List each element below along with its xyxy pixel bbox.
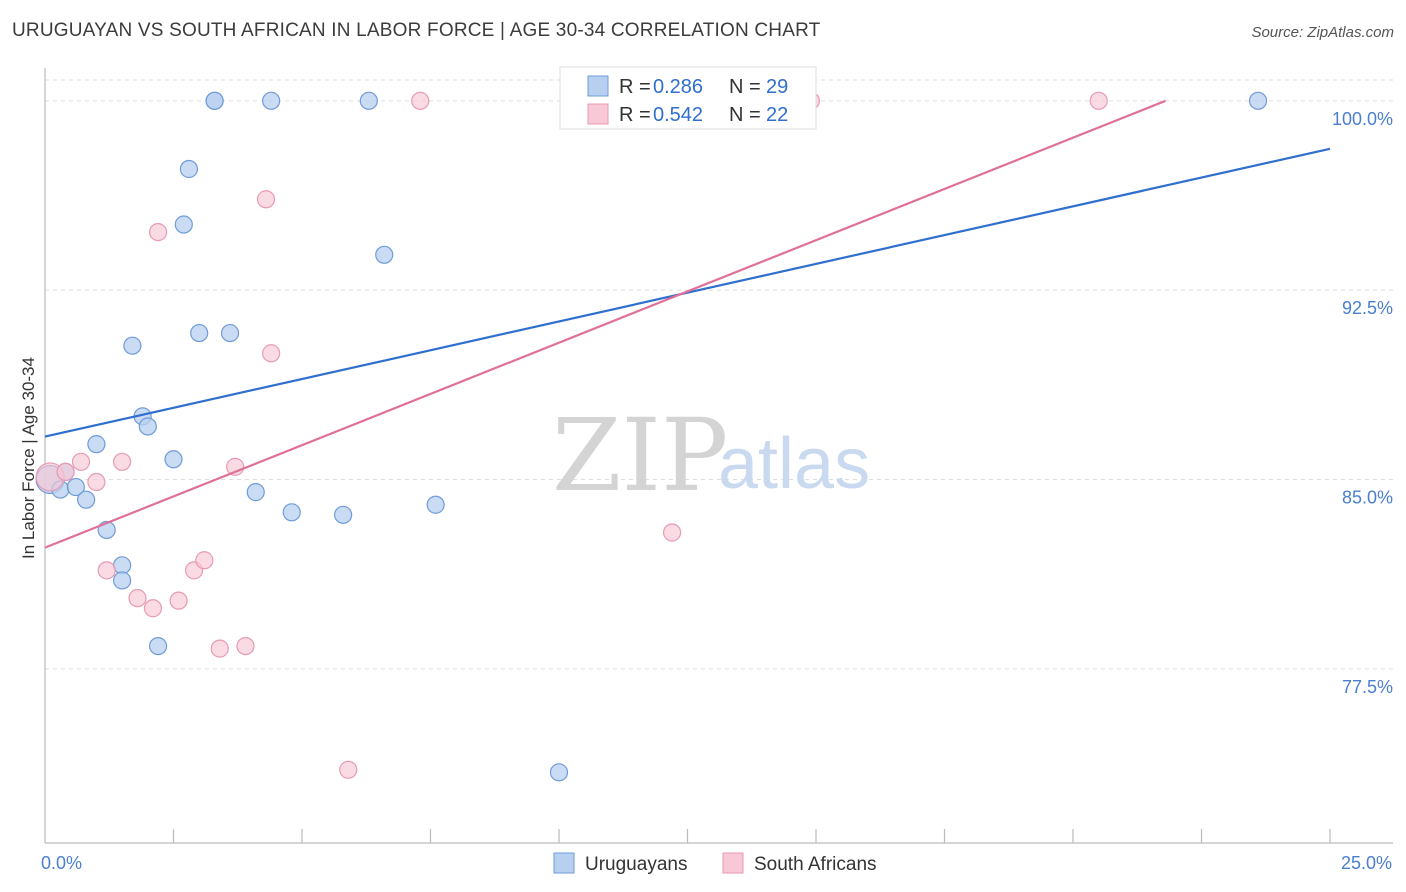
- axis-layer: 0.0% 25.0%: [41, 68, 1393, 873]
- uruguayan-point: [77, 490, 96, 509]
- uruguayan-point: [66, 477, 85, 497]
- legend-n-label: N =: [729, 76, 761, 98]
- y-tick-label: 85.0%: [1342, 487, 1393, 507]
- south-african-point: [1089, 91, 1108, 110]
- legend-r-label: R =: [619, 104, 651, 126]
- legend-r-label: R =: [619, 76, 651, 98]
- south-african-point: [97, 561, 116, 580]
- south-african-point: [210, 639, 229, 658]
- y-tick-label: 77.5%: [1342, 677, 1393, 697]
- uruguayan-point: [220, 323, 240, 343]
- bottom-legend-swatch: [722, 852, 744, 874]
- grid-layer: 77.5% 85.0% 92.5% 100.0%: [45, 79, 1393, 697]
- y-tick-label: 100.0%: [1332, 109, 1393, 129]
- uruguayan-point: [1248, 91, 1268, 110]
- uruguayan-point: [334, 505, 353, 524]
- source-label: Source: ZipAtlas.com: [1251, 24, 1394, 41]
- uruguayan-point: [112, 571, 132, 590]
- watermark-atlas: atlas: [718, 424, 870, 504]
- south-african-point: [128, 589, 147, 608]
- x-tick-label: 0.0%: [41, 853, 82, 873]
- south-african-point: [236, 636, 255, 656]
- uruguayan-point: [426, 495, 445, 514]
- legend-n-value: 29: [766, 76, 788, 98]
- south-african-point: [112, 452, 132, 471]
- uruguayan-point: [174, 215, 193, 234]
- uruguayan-point: [205, 91, 224, 110]
- watermark-zip: ZIP: [552, 397, 728, 514]
- south-african-point: [411, 91, 430, 110]
- legend-n-value: 22: [766, 104, 788, 126]
- legend-r-value: 0.286: [653, 76, 703, 98]
- south-african-point: [148, 222, 168, 242]
- uruguayan-trend-line: [44, 147, 1331, 438]
- south-african-point: [71, 452, 91, 471]
- uruguayan-point: [375, 245, 394, 264]
- watermark: ZIP atlas: [552, 397, 870, 514]
- legend-swatch: [587, 75, 609, 97]
- y-axis-label: In Labor Force | Age 30-34: [19, 357, 38, 559]
- south-african-point: [262, 344, 281, 363]
- legend-n-label: N =: [729, 104, 761, 126]
- south-african-point: [143, 599, 163, 618]
- bottom-legend: Uruguayans South Africans: [553, 852, 877, 875]
- south-african-point: [662, 523, 682, 542]
- uruguayan-point: [282, 503, 301, 522]
- uruguayan-point: [179, 159, 199, 179]
- uruguayan-point: [87, 435, 106, 454]
- uruguayan-point: [190, 323, 209, 343]
- south-african-trend-line: [44, 99, 1166, 549]
- uruguayan-point: [262, 91, 281, 110]
- x-tick-label: 25.0%: [1341, 853, 1392, 873]
- trend-layer: [44, 99, 1331, 549]
- uruguayan-point: [112, 556, 132, 575]
- bottom-legend-label: Uruguayans: [585, 854, 687, 875]
- legend: R = 0.286 N = 29 R = 0.542 N = 22: [559, 66, 817, 130]
- uruguayan-point: [359, 91, 378, 110]
- chart-title: URUGUAYAN VS SOUTH AFRICAN IN LABOR FORC…: [12, 20, 821, 41]
- y-tick-label: 92.5%: [1342, 298, 1393, 318]
- uruguayan-point: [138, 417, 157, 436]
- south-african-point: [195, 551, 214, 570]
- uruguayan-point: [123, 336, 142, 355]
- points-layer: [35, 91, 1268, 782]
- uruguayan-point: [549, 763, 569, 782]
- bottom-legend-label: South Africans: [754, 854, 877, 875]
- uruguayan-point: [246, 483, 265, 502]
- uruguayan-point: [164, 450, 183, 469]
- uruguayan-point: [148, 636, 168, 656]
- south-african-point: [256, 190, 276, 209]
- bottom-legend-swatch: [553, 852, 575, 874]
- south-african-point: [56, 462, 75, 482]
- south-african-point: [169, 591, 188, 610]
- legend-swatch: [587, 103, 609, 125]
- south-african-point: [339, 760, 358, 779]
- south-african-point: [87, 472, 106, 492]
- legend-r-value: 0.542: [653, 104, 703, 126]
